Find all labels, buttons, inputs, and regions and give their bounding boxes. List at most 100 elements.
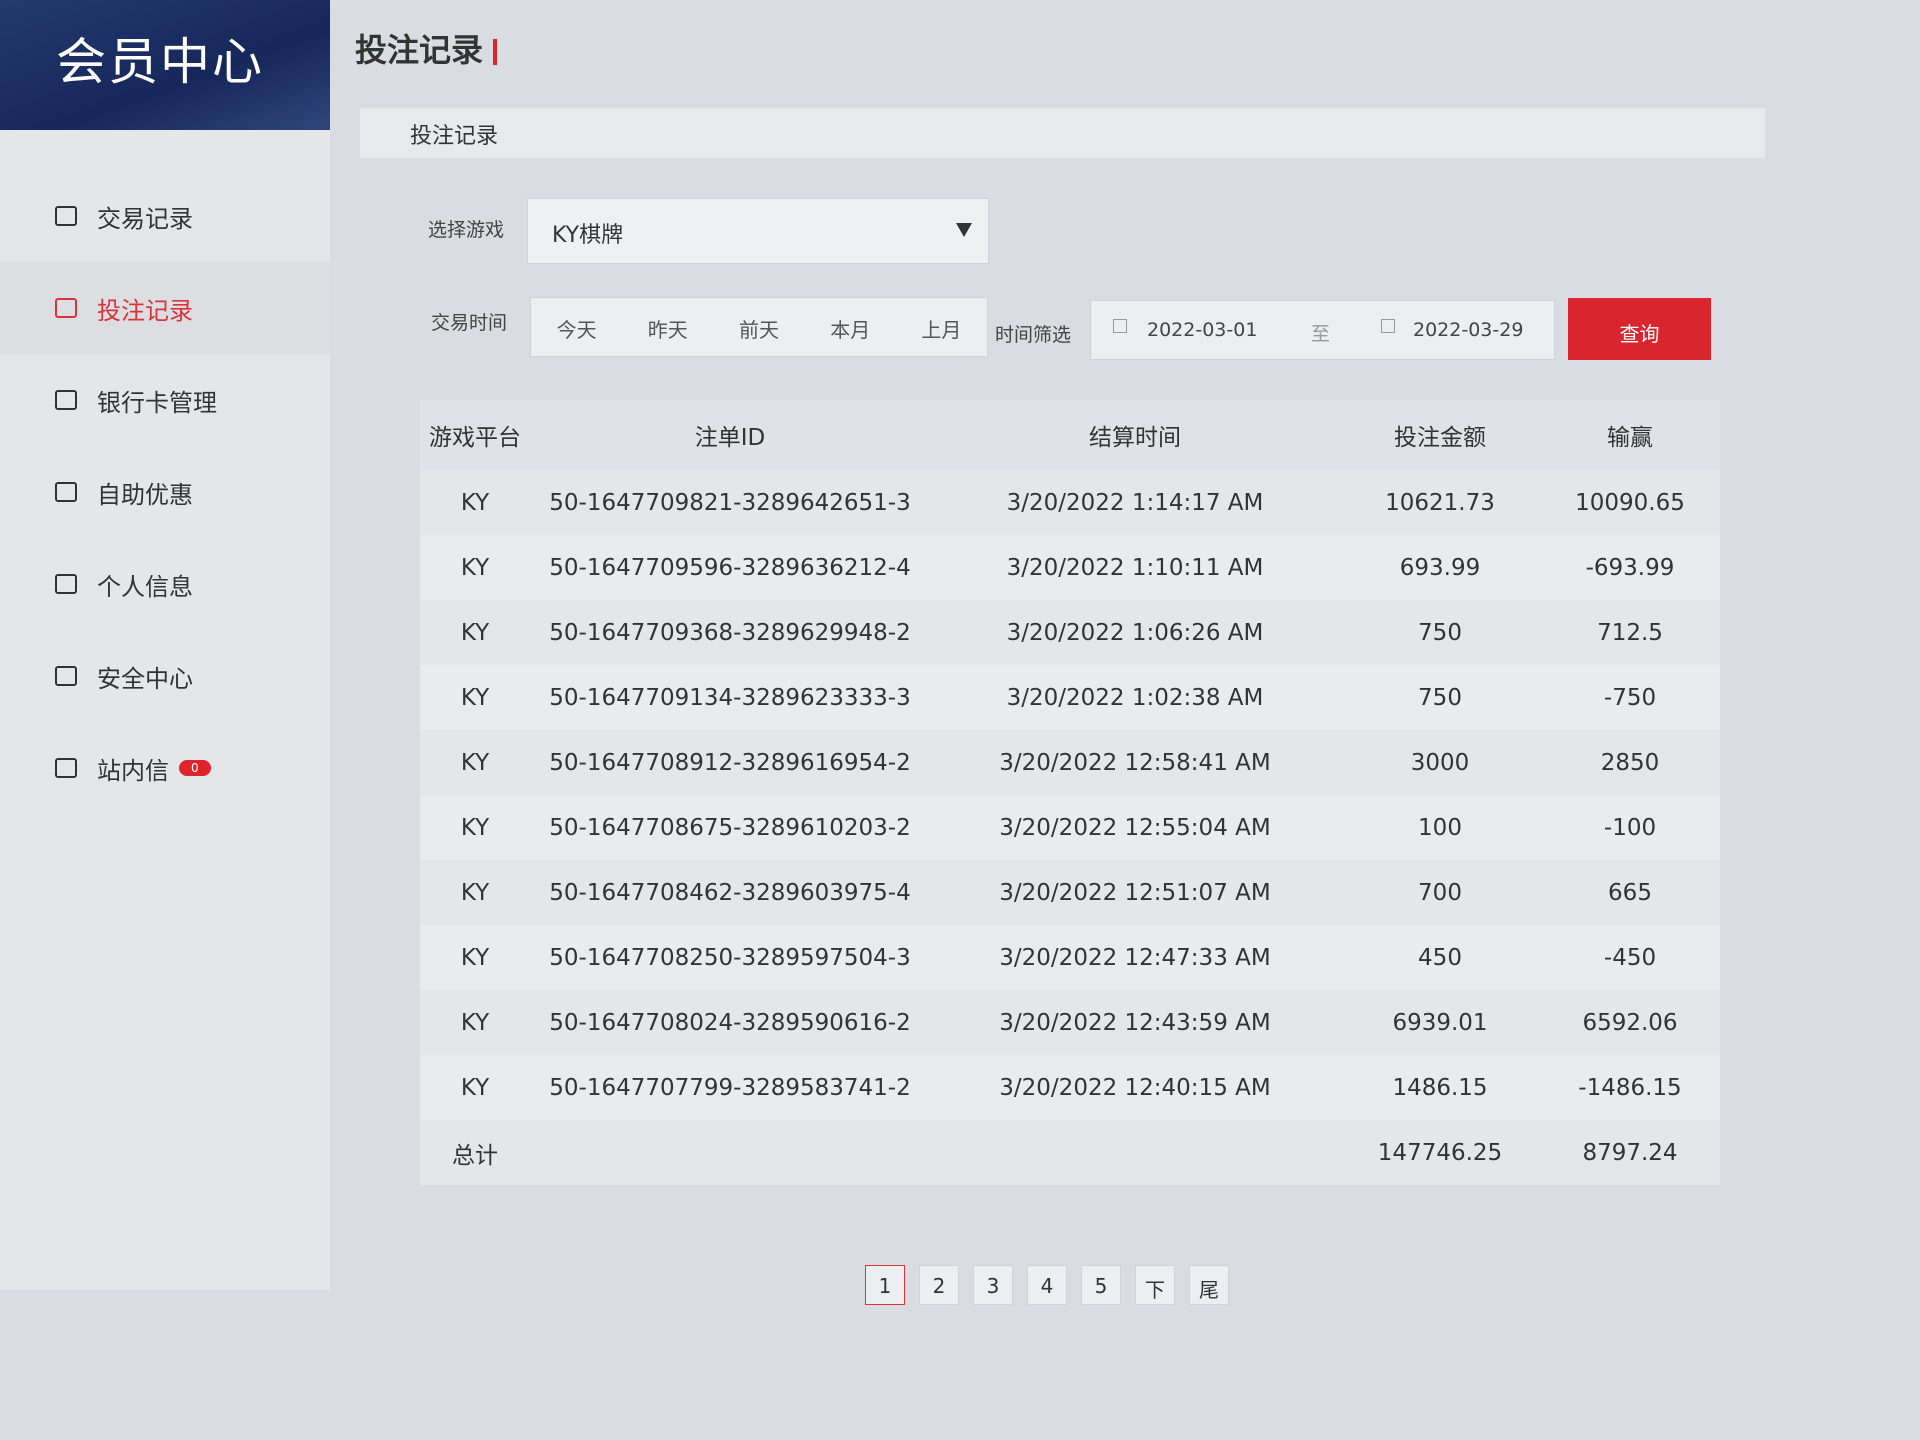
table-cell: KY bbox=[460, 1074, 490, 1101]
title-accent bbox=[493, 39, 498, 65]
table-cell: KY bbox=[460, 879, 490, 906]
table-cell: KY bbox=[460, 814, 490, 841]
sidebar-item[interactable]: 交易记录 bbox=[0, 170, 330, 262]
game-select-value: KY棋牌 bbox=[552, 223, 624, 248]
table-cell: 3/20/2022 1:14:17 AM bbox=[1006, 489, 1264, 516]
page-button[interactable]: 3 bbox=[973, 1265, 1013, 1305]
quick-date-group: 今天 昨天 前天 本月 上月 bbox=[530, 297, 988, 357]
table-cell: KY bbox=[460, 749, 490, 776]
table-cell: 1486.15 bbox=[1392, 1074, 1488, 1101]
table-cell: KY bbox=[460, 554, 490, 581]
total-row: 总计 147746.25 8797.24 bbox=[420, 1120, 1720, 1185]
table-cell: 3/20/2022 12:55:04 AM bbox=[999, 814, 1271, 841]
table-row: KY 50-1647709368-3289629948-2 3/20/2022 1:… bbox=[420, 600, 1720, 665]
date-range: 2022-03-01 至 2022-03-29 bbox=[1090, 300, 1555, 360]
range-label: 时间筛选 bbox=[995, 324, 1072, 346]
mail-icon bbox=[55, 758, 77, 778]
next-page-button[interactable]: 下 bbox=[1135, 1265, 1175, 1305]
table-cell: -750 bbox=[1603, 684, 1657, 711]
sidebar-item[interactable]: 银行卡管理 bbox=[0, 354, 330, 446]
list-icon bbox=[55, 298, 77, 318]
page-button[interactable]: 1 bbox=[865, 1265, 905, 1305]
table-cell: 3/20/2022 12:51:07 AM bbox=[999, 879, 1271, 906]
table-cell: 712.5 bbox=[1597, 619, 1663, 646]
table-cell: 3/20/2022 1:10:11 AM bbox=[1006, 554, 1264, 581]
quick-date-button[interactable]: 今天 bbox=[556, 318, 597, 342]
sidebar-item[interactable]: 自助优惠 bbox=[0, 446, 330, 538]
table-cell: 450 bbox=[1418, 944, 1462, 971]
sidebar-item-label: 自助优惠 bbox=[97, 480, 193, 509]
quick-date-button[interactable]: 上月 bbox=[921, 318, 962, 342]
quick-date-button[interactable]: 本月 bbox=[830, 318, 871, 342]
shield-icon bbox=[55, 666, 77, 686]
table-row: KY 50-1647708024-3289590616-2 3/20/2022 12… bbox=[420, 990, 1720, 1055]
quick-date-button[interactable]: 前天 bbox=[739, 318, 779, 342]
end-date-input[interactable]: 2022-03-29 bbox=[1413, 319, 1524, 341]
column-header: 投注金额 bbox=[1394, 425, 1486, 451]
table-cell: KY bbox=[460, 684, 490, 711]
table-cell: 3/20/2022 1:02:38 AM bbox=[1006, 684, 1264, 711]
sidebar-item-label: 站内信 bbox=[97, 756, 169, 785]
time-label: 交易时间 bbox=[431, 312, 508, 334]
table-cell: 50-1647709596-3289636212-4 bbox=[549, 554, 911, 581]
sidebar-nav: 交易记录投注记录银行卡管理自助优惠个人信息安全中心 站内信 0 bbox=[0, 170, 330, 814]
sidebar-item[interactable]: 投注记录 bbox=[0, 262, 330, 354]
table-row: KY 50-1647709821-3289642651-3 3/20/2022 1:… bbox=[420, 470, 1720, 535]
table-cell: 50-1647709821-3289642651-3 bbox=[549, 489, 911, 516]
table-cell: 50-1647708912-3289616954-2 bbox=[549, 749, 911, 776]
table-cell: 50-1647708675-3289610203-2 bbox=[549, 814, 911, 841]
sidebar-item[interactable]: 个人信息 bbox=[0, 538, 330, 630]
table-cell: 6939.01 bbox=[1392, 1009, 1488, 1036]
table-row: KY 50-1647707799-3289583741-2 3/20/2022 12… bbox=[420, 1055, 1720, 1120]
table-cell: -450 bbox=[1603, 944, 1657, 971]
game-select[interactable]: KY棋牌 bbox=[527, 198, 989, 264]
table-cell: 3/20/2022 12:47:33 AM bbox=[999, 944, 1271, 971]
table-cell: 50-1647707799-3289583741-2 bbox=[549, 1074, 911, 1101]
range-separator: 至 bbox=[1311, 323, 1331, 345]
total-amount: 147746.25 bbox=[1377, 1139, 1503, 1166]
quick-date-button[interactable]: 昨天 bbox=[647, 318, 688, 342]
column-header: 结算时间 bbox=[1089, 425, 1181, 451]
sidebar-title: 会员中心 bbox=[0, 0, 330, 130]
sidebar-item-label: 银行卡管理 bbox=[97, 388, 217, 417]
sidebar-item[interactable]: 安全中心 bbox=[0, 630, 330, 722]
chevron-down-icon bbox=[956, 223, 972, 237]
page-button[interactable]: 5 bbox=[1081, 1265, 1121, 1305]
sidebar: 会员中心 交易记录投注记录银行卡管理自助优惠个人信息安全中心 站内信 0 bbox=[0, 0, 330, 1290]
calendar-icon bbox=[1113, 319, 1127, 333]
start-date-input[interactable]: 2022-03-01 bbox=[1147, 319, 1258, 341]
sidebar-item-label: 投注记录 bbox=[97, 296, 193, 325]
column-header: 注单ID bbox=[694, 425, 766, 451]
query-button[interactable]: 查询 bbox=[1568, 298, 1711, 360]
sidebar-item-label: 个人信息 bbox=[97, 572, 193, 601]
table-header: 游戏平台 注单ID 结算时间 投注金额 输赢 bbox=[420, 400, 1720, 470]
table-cell: 10621.73 bbox=[1385, 489, 1495, 516]
page-button[interactable]: 4 bbox=[1027, 1265, 1067, 1305]
table-cell: 3/20/2022 12:43:59 AM bbox=[999, 1009, 1271, 1036]
main-content: 投注记录 投注记录 选择游戏 KY棋牌 交易时间 今天 昨天 前天 本月 上月 时间筛选… bbox=[345, 0, 1795, 1440]
last-page-button[interactable]: 尾 bbox=[1189, 1265, 1229, 1305]
page-button[interactable]: 2 bbox=[919, 1265, 959, 1305]
table-cell: KY bbox=[460, 489, 490, 516]
calendar-icon bbox=[1381, 319, 1395, 333]
sidebar-item[interactable]: 站内信 0 bbox=[0, 722, 330, 814]
table-cell: KY bbox=[460, 1009, 490, 1036]
table-cell: 750 bbox=[1418, 619, 1462, 646]
card-icon bbox=[55, 390, 77, 410]
table-cell: 50-1647708250-3289597504-3 bbox=[549, 944, 911, 971]
table-cell: 100 bbox=[1418, 814, 1462, 841]
total-winloss: 8797.24 bbox=[1582, 1139, 1678, 1166]
id-card-icon bbox=[55, 574, 77, 594]
table-cell: KY bbox=[460, 619, 490, 646]
table-cell: 50-1647708024-3289590616-2 bbox=[549, 1009, 911, 1036]
table-cell: 6592.06 bbox=[1582, 1009, 1678, 1036]
receipt-icon bbox=[55, 206, 77, 226]
total-label: 总计 bbox=[452, 1142, 498, 1169]
table-cell: -100 bbox=[1603, 814, 1657, 841]
game-label: 选择游戏 bbox=[428, 219, 505, 241]
sidebar-item-label: 交易记录 bbox=[97, 204, 193, 233]
table-row: KY 50-1647708675-3289610203-2 3/20/2022 12… bbox=[420, 795, 1720, 860]
table-cell: 3/20/2022 12:40:15 AM bbox=[999, 1074, 1271, 1101]
table-cell: 3/20/2022 1:06:26 AM bbox=[1006, 619, 1264, 646]
